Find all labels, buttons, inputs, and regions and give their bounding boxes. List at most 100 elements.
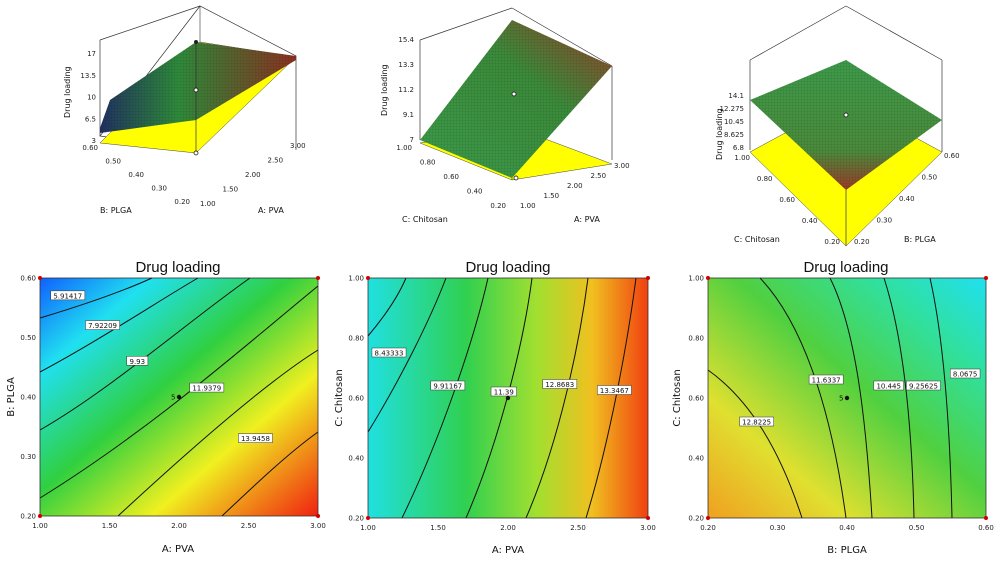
contour-label: 11.6337 (812, 377, 841, 385)
contour-plot-2: Drug loading 8.43333 9.91167 11.39 12.8683 1… (334, 259, 656, 556)
design-point (706, 516, 710, 520)
x-axis-title: A: PVA (162, 544, 194, 555)
contour-label: 13.3467 (600, 387, 629, 395)
contour-line (39, 277, 251, 431)
z-tick-label: 13.5 (80, 72, 96, 80)
box-top-edge-right (845, 5, 943, 61)
y-tick-label: 1.00 (396, 144, 412, 152)
contour-label-box (430, 380, 466, 391)
x-tick-label: 2.50 (268, 157, 284, 165)
y-tick-label: 0.60 (20, 275, 36, 283)
y-axis-title: C: Chitosan (672, 369, 683, 426)
y-tick-label: 0.40 (128, 171, 144, 179)
center-point (176, 394, 182, 400)
x-axis-title: B: PLGA (904, 235, 936, 244)
contour-label-box (597, 385, 632, 395)
x-tick-label: 2.50 (591, 172, 607, 180)
x-tick-label: 1.50 (223, 186, 239, 194)
x-tick-label: 1.50 (102, 522, 118, 530)
x-tick-label: 0.40 (899, 195, 915, 203)
contour-line (221, 431, 319, 517)
contour-line (39, 277, 199, 373)
z-tick-label: 6.8 (733, 144, 744, 152)
y-tick-label: 0.20 (174, 198, 190, 206)
contour-label-box (808, 374, 844, 385)
x-axis-title: A: PVA (492, 545, 524, 556)
plot-frame (39, 277, 319, 517)
contour-plot-3: Drug loading 12.8225 11.6337 10.445 9.25625… (672, 259, 994, 556)
contour-line (367, 277, 407, 337)
box-top-edge (419, 7, 513, 41)
y-tick-label: 0.40 (20, 394, 36, 402)
y-tick-label: 0.20 (20, 513, 36, 521)
contour-line (367, 277, 447, 433)
contour-label-box (126, 356, 149, 366)
x-tick-label: 3.00 (614, 162, 630, 170)
contour-label: 8.43333 (375, 350, 404, 358)
design-point (38, 514, 42, 518)
x-tick-label: 2.50 (570, 524, 586, 532)
contour-label-box (950, 368, 981, 379)
contour-label: 12.8225 (742, 419, 771, 427)
y-tick-label: 0.20 (688, 515, 704, 523)
y-axis-title: B: PLGA (100, 206, 132, 215)
center-point-count: 5 (171, 394, 175, 402)
y-tick-label: 0.30 (151, 185, 167, 193)
contour-label-box (739, 416, 774, 427)
z-axis-title: Drug loading (715, 108, 724, 160)
y-tick-label: 0.40 (467, 188, 483, 196)
design-point (513, 175, 519, 181)
contour-label-box (50, 290, 86, 301)
x-tick-label: 1.00 (520, 202, 536, 210)
design-point (366, 516, 370, 520)
z-tick-label: 9.1 (403, 111, 414, 119)
y-tick-label: 0.60 (443, 173, 459, 181)
surface-mesh (420, 20, 612, 178)
contour-label: 10.445 (876, 383, 901, 391)
design-point (646, 516, 650, 520)
x-tick-label: 3.00 (640, 524, 656, 532)
y-tick-label: 0.60 (348, 395, 364, 403)
y-axis-title: B: PLGA (6, 377, 17, 417)
x-tick-label: 2.00 (567, 182, 583, 190)
contour-label-box (490, 386, 517, 397)
z-tick-label: 6.5 (85, 115, 96, 123)
x-tick-label: 0.20 (854, 238, 870, 246)
x-axis-title: A: PVA (574, 215, 600, 224)
x-axis-title: A: PVA (258, 206, 284, 215)
x-tick-label: 0.60 (944, 152, 960, 160)
x-tick-label: 0.50 (922, 174, 938, 182)
y-tick-label: 1.00 (734, 154, 750, 162)
z-axis-title: Drug loading (63, 66, 72, 118)
design-point (193, 150, 199, 156)
surface-mesh (750, 60, 942, 190)
z-tick-label: 11.2 (398, 86, 414, 94)
design-point (511, 91, 517, 97)
x-tick-label: 2.50 (241, 522, 257, 530)
design-point (984, 276, 988, 280)
surface-plot-1: 3 6.5 10 13.5 17 1.00 1.50 2.00 2.50 3.00 0.20 0.… (63, 5, 306, 215)
contour-label-box (85, 320, 120, 330)
box-top-edge-right (511, 7, 613, 67)
x-tick-label: 1.50 (544, 192, 560, 200)
contour-label-box (542, 379, 578, 389)
contour-line (525, 277, 589, 519)
contour-line (883, 277, 915, 519)
y-tick-label: 0.50 (20, 334, 36, 342)
contour-plot-1: Drug loading 5.91417 7.92209 9.93 11.9379 13… (6, 259, 326, 555)
y-tick-label: 0.30 (20, 453, 36, 461)
design-point (194, 40, 198, 44)
center-point (505, 395, 511, 401)
design-point (843, 112, 849, 118)
contour-label: 12.8683 (545, 381, 574, 389)
z-tick-label: 15.4 (398, 36, 414, 44)
y-tick-label: 0.20 (490, 202, 506, 210)
y-tick-label: 0.80 (757, 175, 773, 183)
y-tick-label: 0.50 (105, 158, 121, 166)
y-tick-label: 0.60 (779, 196, 795, 204)
y-axis-title: C: Chitosan (734, 235, 780, 244)
y-tick-label: 1.00 (348, 275, 364, 283)
contour-label-box (906, 380, 941, 391)
y-tick-label: 0.80 (348, 335, 364, 343)
z-tick-label: 14.1 (728, 92, 744, 100)
